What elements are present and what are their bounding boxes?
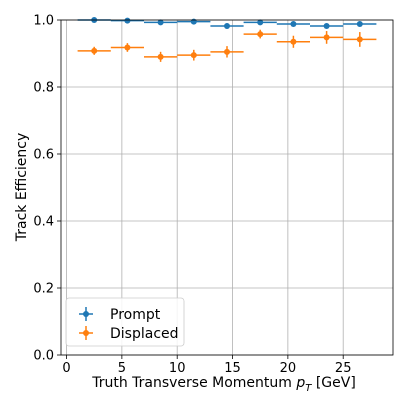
- data-point: [356, 21, 363, 28]
- legend-marker: [83, 330, 89, 336]
- data-point: [224, 23, 230, 30]
- y-tick-label: 0.8: [33, 81, 54, 96]
- x-axis-label-text: Truth Transverse Momentum: [91, 375, 292, 391]
- x-tick-label: 15: [224, 361, 241, 376]
- legend-box: [65, 297, 185, 347]
- data-point: [157, 19, 164, 26]
- x-tick-label: 20: [280, 361, 297, 376]
- y-tick-label: 1.0: [33, 14, 54, 29]
- legend-marker: [83, 311, 89, 317]
- x-tick-label: 5: [118, 361, 126, 376]
- y-tick-label: 0.2: [33, 282, 54, 297]
- x-tick-label: 10: [169, 361, 186, 376]
- data-point: [190, 52, 197, 59]
- x-axis-label-subscript: T: [305, 383, 312, 394]
- x-tick-label: 25: [335, 361, 352, 376]
- x-axis-label-unit: [GeV]: [316, 375, 356, 391]
- data-point: [356, 36, 363, 43]
- data-point: [257, 31, 264, 38]
- data-point: [290, 38, 297, 45]
- series-prompt: [77, 17, 377, 30]
- legend-label: Prompt: [110, 307, 161, 323]
- ticks: 0 5 10 15 20 25 0.0 0.2 0.4 0.6 0.8 1.0: [33, 14, 351, 377]
- series-displaced: [77, 29, 377, 62]
- y-tick-label: 0.4: [33, 215, 54, 230]
- plot-frame: [60, 19, 394, 356]
- x-axis-label-symbol: p: [295, 375, 305, 391]
- data-point: [323, 23, 330, 30]
- y-tick-label: 0.6: [33, 148, 54, 163]
- data-point: [257, 19, 264, 26]
- x-axis-label: Truth Transverse Momentum pT [GeV]: [91, 375, 356, 394]
- data-point: [190, 18, 197, 25]
- legend-entry-displaced: Displaced: [79, 326, 179, 342]
- data-point: [124, 44, 131, 51]
- data-point: [157, 53, 164, 60]
- data-point: [224, 48, 230, 55]
- data-point: [124, 17, 131, 24]
- y-axis-label: Track Efficiency: [14, 133, 30, 243]
- grid: [61, 19, 393, 356]
- data-layer: [77, 17, 377, 62]
- x-tick-label: 0: [62, 361, 70, 376]
- data-point: [91, 47, 98, 54]
- legend-label: Displaced: [110, 326, 179, 342]
- data-point: [290, 21, 297, 28]
- legend: Prompt Displaced: [65, 297, 185, 347]
- data-point: [323, 34, 330, 41]
- y-tick-label: 0.0: [33, 349, 54, 364]
- legend-entry-prompt: Prompt: [79, 307, 161, 323]
